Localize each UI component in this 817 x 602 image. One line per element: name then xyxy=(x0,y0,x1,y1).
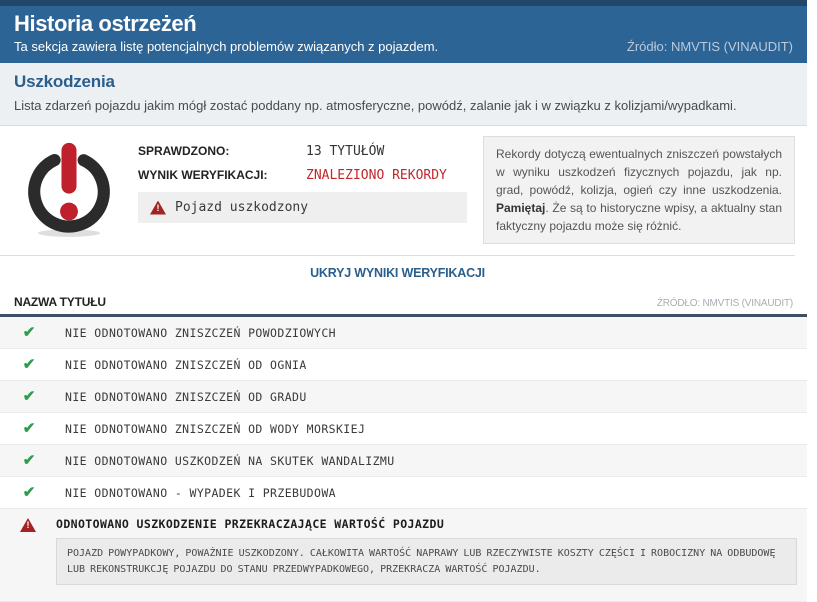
table-header-title: NAZWA TYTUŁU xyxy=(14,295,106,309)
row-text: NIE ODNOTOWANO USZKODZEŃ NA SKUTEK WANDA… xyxy=(65,454,395,468)
row-text: NIE ODNOTOWANO - WYPADEK I PRZEBUDOWA xyxy=(65,486,336,500)
damage-alert: Pojazd uszkodzony xyxy=(138,192,467,223)
toggle-results-row: UKRYJ WYNIKI WERYFIKACJI xyxy=(0,255,795,289)
table-row: NIE ODNOTOWANO USZKODZEŃ NA SKUTEK WANDA… xyxy=(0,445,807,477)
warning-triangle-icon xyxy=(150,200,166,215)
hide-verification-results-link[interactable]: UKRYJ WYNIKI WERYFIKACJI xyxy=(310,266,485,280)
verification-panel: SPRAWDZONO: 13 TYTUŁÓW WYNIK WERYFIKACJI… xyxy=(0,126,807,289)
damages-title: Uszkodzenia xyxy=(14,72,115,91)
check-icon xyxy=(20,388,38,406)
table-header: NAZWA TYTUŁU ŹRÓDŁO: NMVTIS (VINAUDIT) xyxy=(0,289,807,317)
check-icon xyxy=(20,484,38,502)
table-row: NIE ODNOTOWANO ZNISZCZEŃ OD OGNIA xyxy=(0,349,807,381)
row-text: NIE ODNOTOWANO ZNISZCZEŃ OD GRADU xyxy=(65,390,307,404)
records-note-text: Rekordy dotyczą ewentualnych zniszczeń p… xyxy=(496,147,782,197)
check-icon xyxy=(20,324,38,342)
row-text: NIE ODNOTOWANO ZNISZCZEŃ POWODZIOWYCH xyxy=(65,326,336,340)
row-text: NIE ODNOTOWANO ZNISZCZEŃ OD WODY MORSKIE… xyxy=(65,422,366,436)
damage-alert-text: Pojazd uszkodzony xyxy=(175,200,309,215)
warning-triangle-icon xyxy=(20,518,36,532)
records-note: Rekordy dotyczą ewentualnych zniszczeń p… xyxy=(483,136,795,244)
table-row: NIE ODNOTOWANO ZNISZCZEŃ OD WODY MORSKIE… xyxy=(0,413,807,445)
records-note-bold: Pamiętaj xyxy=(496,201,546,215)
check-icon xyxy=(20,420,38,438)
table-row: NIE ODNOTOWANO ZNISZCZEŃ OD GRADU xyxy=(0,381,807,413)
table-header-source: ŹRÓDŁO: NMVTIS (VINAUDIT) xyxy=(656,298,793,309)
result-value: ZNALEZIONO REKORDY xyxy=(306,168,447,183)
check-icon xyxy=(20,356,38,374)
damages-description: Lista zdarzeń pojazdu jakim mógł zostać … xyxy=(14,98,737,113)
verification-results: SPRAWDZONO: 13 TYTUŁÓW WYNIK WERYFIKACJI… xyxy=(138,136,467,223)
checked-value: 13 TYTUŁÓW xyxy=(306,144,385,159)
damage-warning-icon xyxy=(0,136,138,238)
row-text: NIE ODNOTOWANO ZNISZCZEŃ OD OGNIA xyxy=(65,358,307,372)
row-warning-title: ODNOTOWANO USZKODZENIE PRZEKRACZAJĄCE WA… xyxy=(56,517,445,531)
damages-intro: Uszkodzenia Lista zdarzeń pojazdu jakim … xyxy=(0,63,807,126)
row-warning-detail: POJAZD POWYPADKOWY, POWAŻNIE USZKODZONY.… xyxy=(56,538,797,585)
source-label: Źródło: NMVTIS (VINAUDIT) xyxy=(626,39,793,54)
table-row-warning: ODNOTOWANO USZKODZENIE PRZEKRACZAJĄCE WA… xyxy=(0,509,807,602)
page-subtitle: Ta sekcja zawiera listę potencjalnych pr… xyxy=(14,39,439,54)
records-note-text-2: . Że są to historyczne wpisy, a aktualny… xyxy=(496,201,782,233)
table-row: NIE ODNOTOWANO - WYPADEK I PRZEBUDOWA xyxy=(0,477,807,509)
check-icon xyxy=(20,452,38,470)
page-title: Historia ostrzeżeń xyxy=(14,11,197,36)
result-label: WYNIK WERYFIKACJI: xyxy=(138,168,268,182)
section-header: Historia ostrzeżeń Ta sekcja zawiera lis… xyxy=(0,0,807,63)
checked-label: SPRAWDZONO: xyxy=(138,144,230,158)
table-row: NIE ODNOTOWANO ZNISZCZEŃ POWODZIOWYCH xyxy=(0,317,807,349)
